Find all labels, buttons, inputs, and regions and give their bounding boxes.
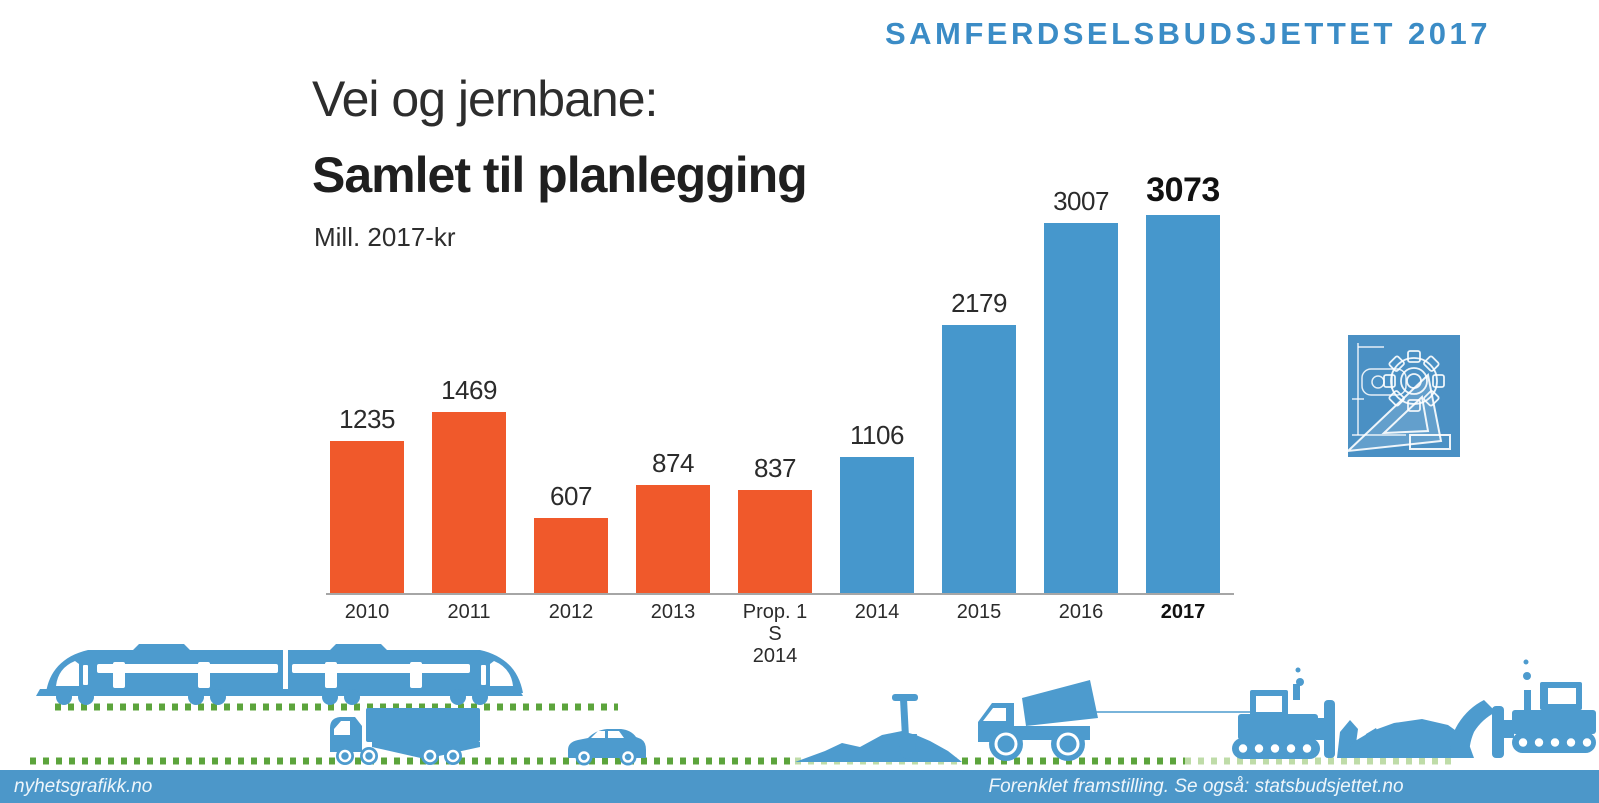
bar — [840, 457, 914, 593]
bar-value-label: 3007 — [1053, 186, 1109, 216]
x-tick-label: 2015 — [956, 601, 1002, 623]
bar-value-label: 1469 — [441, 375, 497, 405]
gravel-pile-with-shovel-icon — [795, 694, 962, 762]
bar-slot-2013: 874 — [636, 448, 710, 593]
gear-icon — [1383, 350, 1445, 412]
x-tick-label: 2011 — [447, 601, 491, 623]
bar — [1146, 215, 1220, 593]
bar — [330, 441, 404, 593]
icon-square-background — [1348, 335, 1460, 457]
x-tick-label: 2010 — [344, 601, 390, 623]
x-tick-label: 2017 — [1160, 601, 1206, 623]
bar-slot-2017: 3073 — [1146, 171, 1220, 593]
footer-bar — [0, 770, 1599, 803]
bulldozer-left-icon — [1232, 667, 1382, 759]
bar — [534, 518, 608, 593]
chart-title: Vei og jernbane: — [312, 71, 658, 127]
transport-illustrations — [30, 644, 1596, 766]
bar-value-label: 874 — [652, 448, 694, 478]
bar-slot-2014: 1106 — [840, 420, 914, 593]
bar-slot-2011: 1469 — [432, 375, 506, 593]
bar — [432, 412, 506, 593]
planning-blueprint-icon — [1345, 335, 1460, 457]
footer-source-note: Forenklet framstilling. Se også: statsbu… — [988, 776, 1404, 797]
x-axis-line — [326, 593, 1234, 595]
bar-slot-2016: 3007 — [1044, 186, 1118, 593]
chart-subtitle: Samlet til planlegging — [312, 147, 808, 203]
bar — [738, 490, 812, 593]
bar-value-label: 837 — [754, 453, 796, 483]
x-axis: 2010 2011 2012 2013 Prop. 1 S 2014 2014 2015 20… — [330, 601, 1220, 667]
bar — [942, 325, 1016, 593]
bar-chart-bars: 1235 1469 607 874 837 1106 2179 3007 3073 — [330, 0, 1220, 593]
x-tick-label: 2013 — [650, 601, 696, 623]
bulldozer-right-icon — [1450, 659, 1596, 758]
train-icon — [36, 644, 523, 705]
set-square-icon — [1345, 373, 1451, 453]
chart-unit-label: Mill. 2017-kr — [314, 222, 456, 252]
bar-value-label: 607 — [550, 481, 592, 511]
car-icon — [568, 729, 646, 766]
x-tick-label: Prop. 1 S 2014 — [742, 601, 808, 667]
bar — [1044, 223, 1118, 593]
rubble-pile-icon — [1340, 719, 1474, 758]
bar-value-label: 2179 — [951, 288, 1007, 318]
bar-value-label: 3073 — [1146, 171, 1220, 209]
bar-value-label: 1106 — [850, 420, 904, 450]
bar-slot-2010: 1235 — [330, 404, 404, 593]
bar-slot-2012: 607 — [534, 481, 608, 593]
x-tick-label: 2012 — [548, 601, 594, 623]
bar-slot-Prop-1-S-2014: 837 — [738, 453, 812, 593]
footer-credit: nyhetsgrafikk.no — [14, 776, 153, 797]
x-tick-label: 2014 — [854, 601, 900, 623]
dump-truck-icon — [978, 680, 1098, 761]
x-tick-label: 2016 — [1058, 601, 1104, 623]
bar-slot-2015: 2179 — [942, 288, 1016, 593]
freight-truck-icon — [330, 708, 480, 765]
page-title: SAMFERDSELSBUDSJETTET 2017 — [884, 16, 1491, 51]
bar-value-label: 1235 — [339, 404, 395, 434]
bar — [636, 485, 710, 593]
